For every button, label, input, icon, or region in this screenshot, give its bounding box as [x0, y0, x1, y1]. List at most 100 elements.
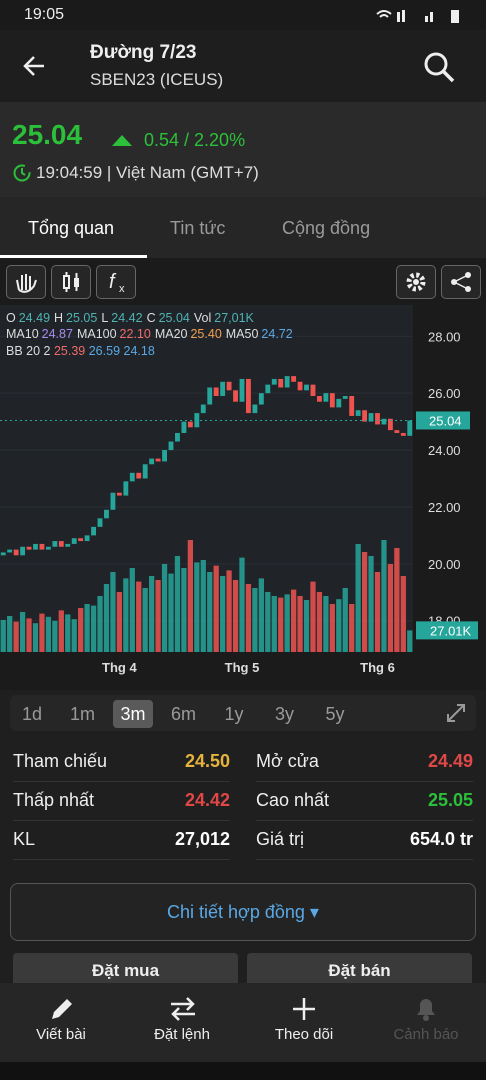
- back-button[interactable]: [22, 54, 48, 78]
- bb-label: BB 20 2: [6, 344, 51, 358]
- candle-body: [155, 458, 161, 462]
- range-button[interactable]: 1d: [21, 704, 43, 724]
- candle-body: [104, 509, 109, 519]
- search-button[interactable]: [422, 50, 456, 84]
- nav-label: Cảnh báo: [393, 1026, 459, 1043]
- expand[interactable]: [446, 703, 466, 723]
- volume-bar: [129, 568, 135, 652]
- volume-bar: [187, 540, 193, 652]
- candle-body: [45, 546, 51, 550]
- candle-body: [13, 549, 19, 556]
- candle-body: [265, 384, 271, 394]
- candle-body: [39, 543, 45, 550]
- candle-body: [207, 387, 213, 405]
- candle-body: [91, 526, 96, 536]
- candle-body: [116, 492, 122, 496]
- nav-icon: [171, 997, 195, 1021]
- title: Đường 7/23: [90, 42, 197, 63]
- bb-value: 24.18: [123, 344, 155, 358]
- stat-label: Thấp nhất: [13, 790, 95, 810]
- volume-bar: [181, 568, 187, 652]
- candle-body: [271, 378, 277, 385]
- divider: [256, 859, 473, 860]
- volume-bar: [52, 620, 58, 652]
- tab-indicator: [0, 255, 147, 258]
- candle-body: [52, 541, 58, 547]
- candle-body: [0, 552, 6, 556]
- settings[interactable]: [396, 265, 436, 299]
- nav-label[interactable]: Đặt lệnh: [154, 1026, 210, 1043]
- volume-bar: [368, 556, 374, 652]
- candle-body: [239, 378, 245, 402]
- candle-body: [304, 384, 309, 391]
- candle-body: [336, 398, 342, 408]
- candle-body: [110, 492, 116, 510]
- nav-icon: [293, 998, 315, 1020]
- candle-body: [297, 381, 303, 391]
- candle-body: [220, 381, 226, 397]
- draw-tool[interactable]: [6, 265, 46, 299]
- volume-bar: [232, 580, 239, 652]
- candle-body: [355, 410, 361, 416]
- y-tick-label: 20.00: [428, 557, 461, 572]
- quote-time: 19:04:59 | Việt Nam (GMT+7): [36, 163, 259, 182]
- tab[interactable]: Tổng quan: [28, 218, 115, 238]
- volume-bar: [310, 581, 316, 652]
- volume-bar: [84, 604, 90, 652]
- volume-bar: [245, 584, 252, 652]
- legend-key: C: [146, 311, 156, 325]
- stat-label: Cao nhất: [256, 790, 330, 810]
- volume-bar: [213, 565, 219, 652]
- volume-bar: [278, 597, 284, 652]
- tab[interactable]: Cộng đồng: [282, 218, 371, 238]
- svg-text:f: f: [109, 271, 117, 293]
- legend-value: 25.04: [158, 311, 190, 325]
- bottom-nav: [0, 983, 486, 1062]
- range-button[interactable]: 6m: [170, 704, 196, 724]
- tab[interactable]: Tin tức: [170, 218, 226, 238]
- candle-body: [129, 472, 135, 482]
- candle-body: [71, 538, 77, 544]
- volume-bar: [349, 604, 355, 652]
- y-tick-label: 28.00: [428, 329, 461, 344]
- volume-bar: [400, 576, 406, 652]
- range-button[interactable]: 3y: [274, 704, 294, 724]
- share[interactable]: [441, 265, 481, 299]
- volume-bar: [58, 610, 64, 652]
- volume-bar: [252, 588, 258, 652]
- ohlc-legend: O 24.49 H 25.05 L 24.42 C 25.04 Vol 27,01K: [6, 311, 258, 325]
- candle-body: [26, 546, 32, 550]
- detail-button[interactable]: Chi tiết hợp đồng ▾: [10, 883, 476, 941]
- legend-value: 25.05: [66, 311, 98, 325]
- legend-value: 25.40: [190, 327, 222, 341]
- volume-bar: [110, 572, 116, 652]
- volume-bar: [336, 599, 342, 652]
- volume-bar: [290, 589, 297, 652]
- chart-type[interactable]: [51, 265, 91, 299]
- range-button[interactable]: 1y: [224, 704, 244, 724]
- legend-value: 24.72: [261, 327, 293, 341]
- volume-bar: [32, 623, 39, 652]
- range-button[interactable]: 1m: [69, 704, 95, 724]
- bb-value: 26.59: [88, 344, 121, 358]
- legend-value: 24.42: [111, 311, 143, 325]
- range-button[interactable]: 5y: [325, 704, 345, 724]
- nav-label[interactable]: Viết bài: [36, 1026, 86, 1043]
- divider: [256, 781, 473, 782]
- candle-body: [226, 381, 232, 391]
- legend-value: 24.87: [41, 327, 73, 341]
- candle-body: [381, 418, 387, 425]
- time: 19:05: [24, 6, 65, 23]
- candle-body: [375, 413, 380, 425]
- y-tick-label: 24.00: [428, 443, 461, 458]
- divider: [13, 820, 230, 821]
- volume-bar: [155, 580, 161, 652]
- range-button[interactable]: 3m: [113, 700, 153, 728]
- up-arrow: [112, 135, 132, 146]
- last-price-box: [416, 411, 470, 430]
- nav-label[interactable]: Theo dõi: [274, 1026, 334, 1043]
- svg-text:x: x: [119, 283, 125, 295]
- stat-label: Mở cửa: [256, 751, 319, 771]
- legend-key: O: [6, 311, 16, 325]
